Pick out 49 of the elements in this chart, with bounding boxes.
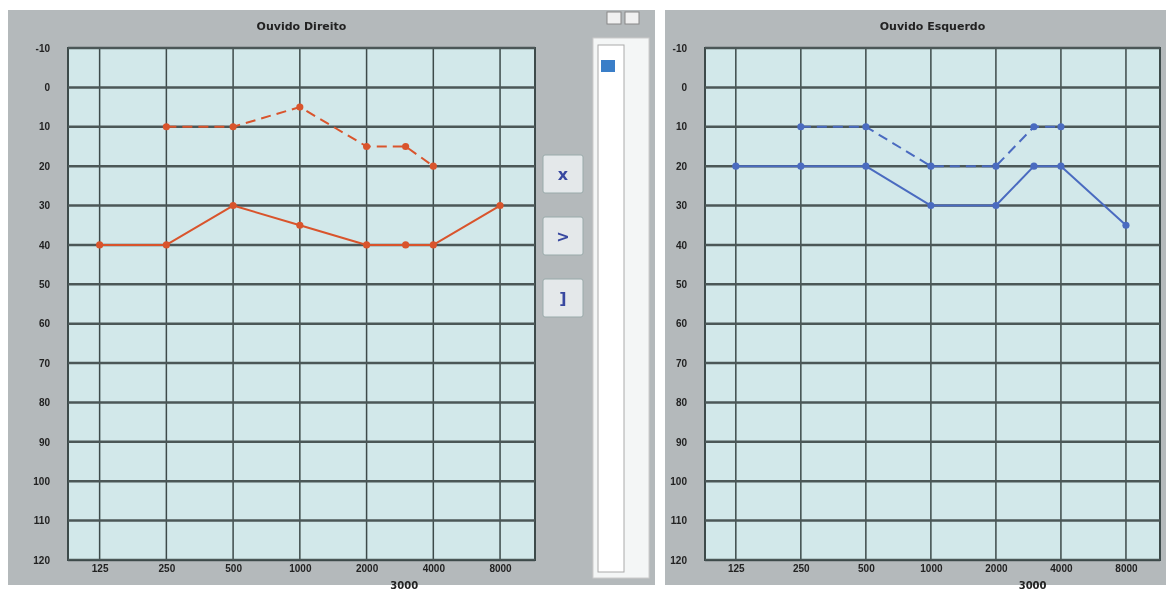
- y-tick-label: 90: [675, 436, 688, 448]
- x-tick-label: 2000: [985, 563, 1008, 574]
- y-tick-label: 20: [675, 160, 688, 172]
- y-tick-label: 0: [681, 82, 688, 94]
- text: ]: [559, 289, 567, 308]
- x-tick-label: 2000: [355, 563, 379, 574]
- y-tick-label: 110: [33, 515, 51, 527]
- x-tick-label: 125: [727, 563, 746, 574]
- y-tick-label: 20: [38, 160, 51, 172]
- y-tick-label: 40: [38, 239, 51, 251]
- y-tick-label: 70: [675, 357, 688, 369]
- text: 3000: [1018, 580, 1047, 592]
- x-tick-label: 4000: [422, 563, 446, 574]
- x-tick-label: 4000: [1050, 563, 1073, 574]
- text: 3000: [390, 580, 419, 592]
- chart-title: Ouvido Esquerdo: [879, 20, 986, 33]
- y-tick-label: 100: [670, 475, 688, 487]
- y-tick-label: 50: [675, 279, 688, 291]
- y-tick-label: 70: [38, 357, 51, 369]
- y-tick-label: 80: [675, 397, 688, 409]
- y-tick-label: 120: [670, 554, 688, 566]
- y-tick-label: 90: [38, 436, 51, 448]
- y-tick-label: 10: [38, 121, 51, 133]
- y-tick-label: 60: [38, 318, 51, 330]
- y-tick-label: -10: [35, 42, 51, 54]
- y-tick-label: 120: [33, 554, 51, 566]
- x-tick-label: 500: [225, 563, 243, 574]
- y-tick-label: 30: [675, 200, 688, 212]
- y-tick-label: 0: [44, 82, 51, 94]
- x-tick-label: 8000: [489, 563, 513, 574]
- y-tick-label: 110: [670, 515, 688, 527]
- x-tick-label: 250: [158, 563, 176, 574]
- x-tick-label: 1000: [289, 563, 312, 574]
- y-tick-label: 100: [33, 475, 51, 487]
- y-tick-label: 60: [675, 318, 688, 330]
- chart-title: Ouvido Direito: [256, 20, 347, 33]
- y-tick-label: 80: [38, 397, 51, 409]
- x-tick-label: 8000: [1115, 563, 1139, 574]
- y-tick-label: 40: [675, 239, 688, 251]
- text: x: [557, 165, 569, 184]
- y-tick-label: 30: [38, 200, 51, 212]
- y-tick-label: -10: [672, 42, 688, 54]
- x-tick-label: 1000: [920, 563, 943, 574]
- x-tick-label: 250: [793, 563, 811, 574]
- y-tick-label: 50: [38, 279, 51, 291]
- x-tick-label: 500: [858, 563, 876, 574]
- y-tick-label: 10: [675, 121, 688, 133]
- x-tick-label: 125: [91, 563, 109, 574]
- text: >: [556, 227, 570, 246]
